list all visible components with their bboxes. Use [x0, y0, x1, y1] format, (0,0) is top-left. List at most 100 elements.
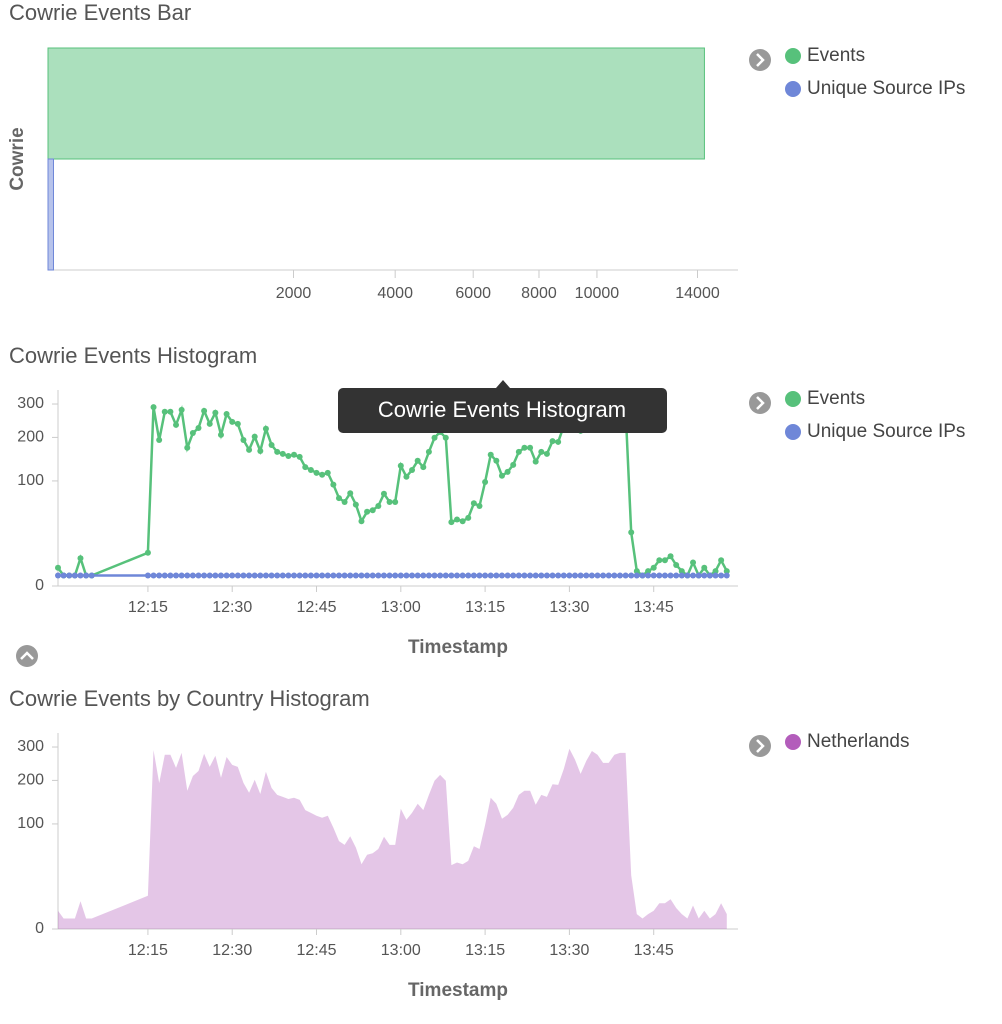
point — [347, 490, 354, 497]
point — [701, 572, 708, 579]
legend-toggle[interactable] — [749, 49, 771, 71]
point — [313, 572, 320, 579]
point — [212, 572, 219, 579]
point — [71, 572, 78, 579]
point — [352, 572, 359, 579]
point — [77, 555, 84, 562]
legend-toggle[interactable] — [749, 735, 771, 757]
point — [549, 438, 556, 445]
point — [364, 572, 371, 579]
point — [448, 519, 455, 526]
legend-toggle[interactable] — [749, 392, 771, 414]
x-tick-label: 13:45 — [634, 599, 674, 616]
x-tick-label: 10000 — [575, 285, 620, 302]
point — [588, 572, 595, 579]
point — [577, 572, 584, 579]
point — [555, 572, 562, 579]
point — [341, 498, 348, 505]
point — [723, 572, 730, 579]
point — [262, 572, 269, 579]
point — [465, 572, 472, 579]
point — [633, 568, 640, 575]
point — [459, 518, 466, 525]
bar — [47, 158, 54, 271]
x-tick-label: 12:15 — [128, 599, 168, 616]
point — [268, 442, 275, 449]
point — [600, 572, 607, 579]
x-tick-label: 6000 — [455, 285, 491, 302]
point — [341, 572, 348, 579]
point — [498, 472, 505, 479]
tooltip-box — [338, 388, 667, 433]
y-tick-label: 200 — [17, 429, 44, 446]
point — [167, 572, 174, 579]
point — [347, 572, 354, 579]
point — [223, 410, 230, 417]
point — [437, 572, 444, 579]
point — [291, 451, 298, 458]
point — [330, 481, 337, 488]
point — [409, 466, 416, 473]
point — [510, 572, 517, 579]
chart-title: Cowrie Events Histogram — [9, 343, 257, 368]
point — [667, 553, 674, 560]
point — [60, 572, 67, 579]
point — [302, 572, 309, 579]
point — [144, 572, 151, 579]
point — [594, 572, 601, 579]
point — [285, 572, 292, 579]
point — [476, 572, 483, 579]
point — [712, 572, 719, 579]
point — [268, 572, 275, 579]
point — [291, 572, 298, 579]
point — [448, 572, 455, 579]
point — [274, 448, 281, 455]
point — [583, 572, 590, 579]
point — [695, 572, 702, 579]
point — [482, 572, 489, 579]
point — [678, 568, 685, 575]
point — [167, 408, 174, 415]
point — [510, 461, 517, 468]
point — [482, 478, 489, 485]
point — [723, 568, 730, 575]
y-tick-label: 300 — [17, 738, 44, 755]
point — [465, 514, 472, 521]
point — [150, 572, 157, 579]
y-category-label: Cowrie — [7, 127, 28, 190]
point — [403, 473, 410, 480]
point — [611, 572, 618, 579]
tooltip-text: Cowrie Events Histogram — [378, 397, 626, 422]
point — [144, 549, 151, 556]
point — [313, 469, 320, 476]
y-tick-label: 100 — [17, 472, 44, 489]
point — [257, 448, 264, 455]
point — [206, 572, 213, 579]
legend-swatch — [785, 424, 801, 440]
point — [380, 490, 387, 497]
point — [718, 557, 725, 564]
point — [195, 425, 202, 432]
point — [718, 572, 725, 579]
point — [555, 438, 562, 445]
point — [656, 557, 663, 564]
point — [527, 572, 534, 579]
point — [712, 568, 719, 575]
point — [307, 466, 314, 473]
point — [667, 572, 674, 579]
point — [161, 408, 168, 415]
x-tick-label: 14000 — [675, 285, 720, 302]
point — [330, 572, 337, 579]
point — [324, 469, 331, 476]
collapse-toggle[interactable] — [16, 645, 38, 667]
point — [212, 409, 219, 416]
point — [656, 572, 663, 579]
point — [375, 502, 382, 509]
point — [431, 572, 438, 579]
point — [532, 572, 539, 579]
point — [358, 572, 365, 579]
point — [645, 572, 652, 579]
point — [77, 572, 84, 579]
point — [201, 407, 208, 414]
point — [274, 572, 281, 579]
